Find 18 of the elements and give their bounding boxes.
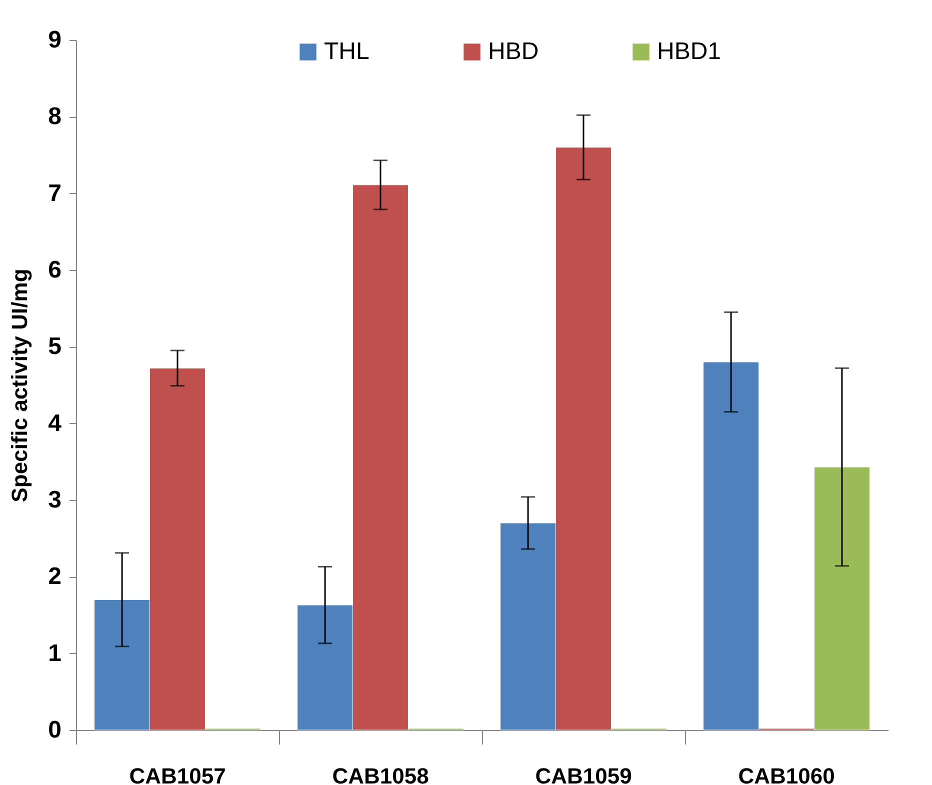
y-tick-label: 2 (48, 563, 62, 590)
x-tick-label: CAB1058 (332, 764, 429, 785)
x-tick-label: CAB1060 (738, 764, 835, 785)
x-tick-label: CAB1059 (535, 764, 632, 785)
y-tick-label: 1 (48, 640, 62, 667)
y-tick-label: 9 (48, 26, 62, 54)
legend-label: HBD1 (657, 38, 722, 65)
legend-label: HBD (488, 38, 539, 65)
y-tick-label: 3 (48, 486, 62, 514)
y-tick-label: 0 (48, 716, 62, 744)
y-axis-title: Specific activity UI/mg (7, 268, 32, 502)
y-tick-label: 8 (48, 103, 62, 130)
legend-label: THL (324, 38, 370, 65)
y-tick-label: 6 (48, 256, 62, 284)
y-tick-label: 4 (48, 410, 62, 437)
y-tick-label: 7 (48, 180, 62, 207)
y-tick-label: 5 (48, 333, 62, 360)
x-tick-label: CAB1057 (129, 764, 226, 785)
